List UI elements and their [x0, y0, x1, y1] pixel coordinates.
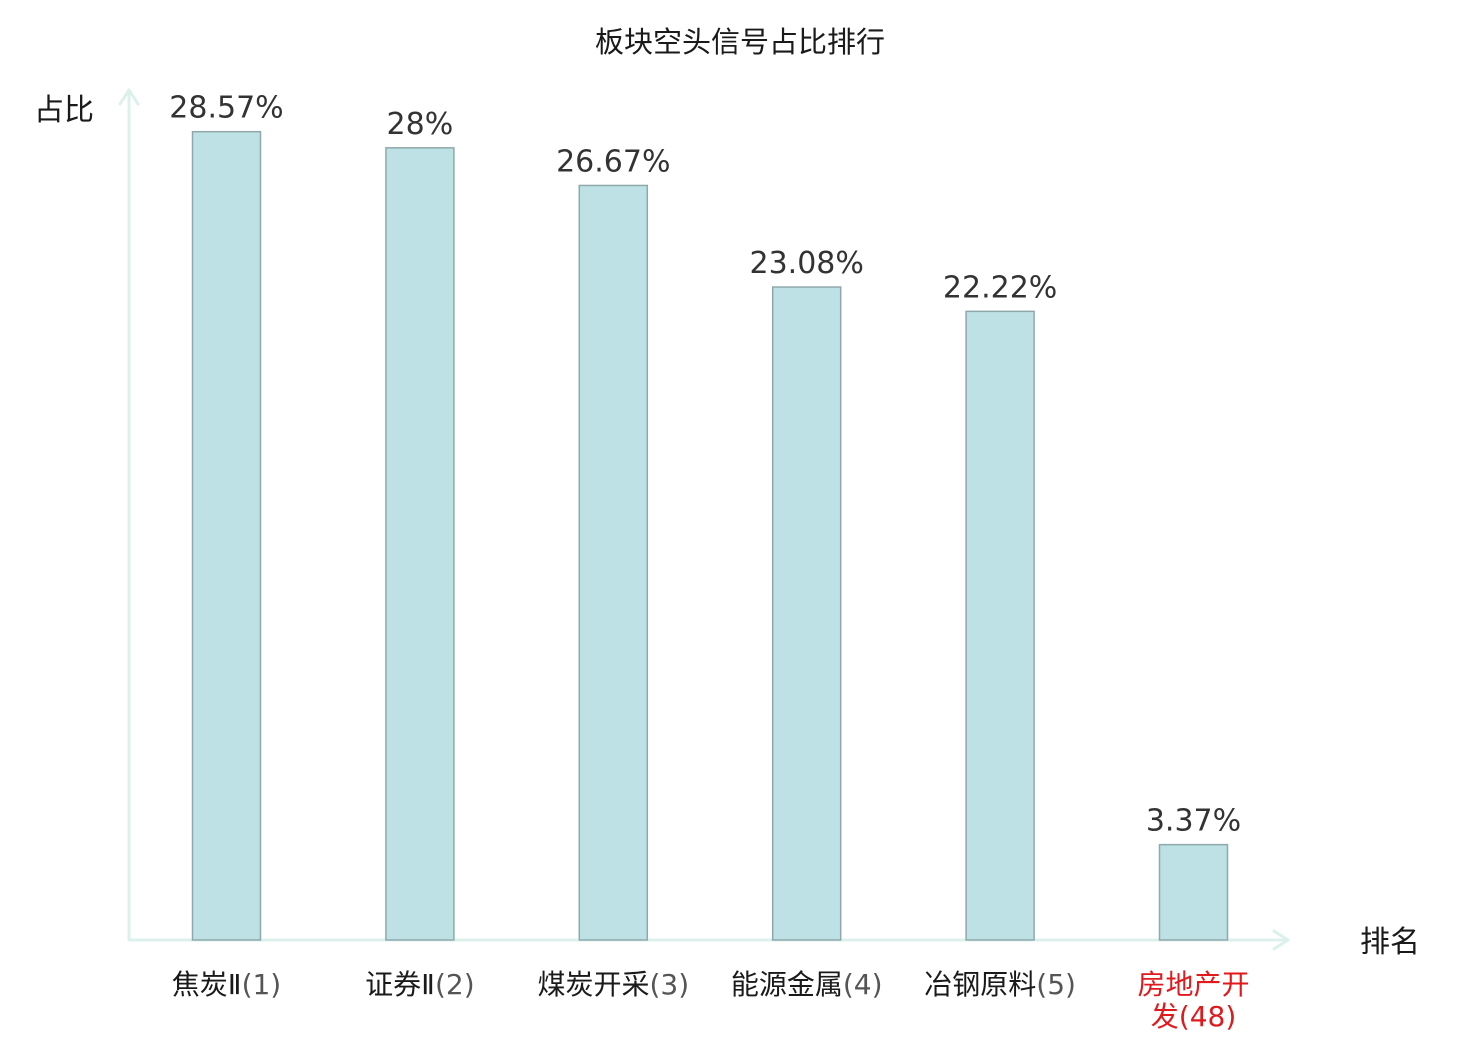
category-label-2: 证券Ⅱ(2) — [365, 968, 474, 1001]
category-labels-layer: 焦炭Ⅱ(1) 证券Ⅱ(2) 煤炭开采(3) 能源金属(4) 冶钢原料(5) 房地产开发(4… — [172, 968, 1250, 1033]
category-label-1: 焦炭Ⅱ(1) — [172, 968, 281, 1001]
value-label-4: 23.08% — [750, 246, 864, 281]
category-name: 焦炭Ⅱ — [172, 968, 242, 1001]
value-label-5: 22.22% — [943, 270, 1057, 305]
x-axis-title: 排名 — [1360, 925, 1420, 960]
bar-4 — [773, 287, 841, 940]
category-name: 发 — [1151, 1000, 1179, 1033]
category-name: 煤炭开采 — [537, 968, 649, 1001]
bars-layer — [193, 132, 1228, 940]
category-label-3: 煤炭开采(3) — [537, 968, 689, 1001]
category-label-5: 冶钢原料(5) — [924, 968, 1076, 1001]
category-name: 冶钢原料 — [924, 968, 1036, 1001]
bar-2 — [386, 148, 454, 940]
category-rank: (48) — [1179, 1000, 1236, 1033]
category-name: 房地产开 — [1137, 968, 1249, 1001]
value-label-2: 28% — [387, 107, 454, 142]
value-label-1: 28.57% — [169, 91, 283, 126]
category-rank: (3) — [649, 968, 689, 1001]
bar-6 — [1160, 845, 1228, 940]
category-name: 证券Ⅱ — [365, 968, 435, 1001]
value-label-6: 3.37% — [1146, 804, 1241, 839]
y-axis-line — [120, 90, 138, 940]
bar-5 — [966, 311, 1034, 940]
bar-3 — [579, 185, 647, 940]
category-label-6-line-2: 发(48) — [1151, 1000, 1237, 1033]
category-name: 能源金属 — [731, 968, 843, 1001]
category-rank: (5) — [1036, 968, 1076, 1001]
category-label-4: 能源金属(4) — [731, 968, 883, 1001]
y-axis-title: 占比 — [34, 93, 94, 128]
category-label-6-line-1: 房地产开 — [1137, 968, 1249, 1001]
value-labels-layer: 28.57% 28% 26.67% 23.08% 22.22% 3.37% — [169, 91, 1241, 839]
category-rank: (1) — [242, 968, 282, 1001]
value-label-3: 26.67% — [556, 144, 670, 179]
category-rank: (2) — [435, 968, 475, 1001]
chart-title: 板块空头信号占比排行 — [595, 25, 885, 59]
x-axis-line — [129, 931, 1288, 949]
bar-1 — [193, 132, 261, 940]
category-rank: (4) — [843, 968, 883, 1001]
